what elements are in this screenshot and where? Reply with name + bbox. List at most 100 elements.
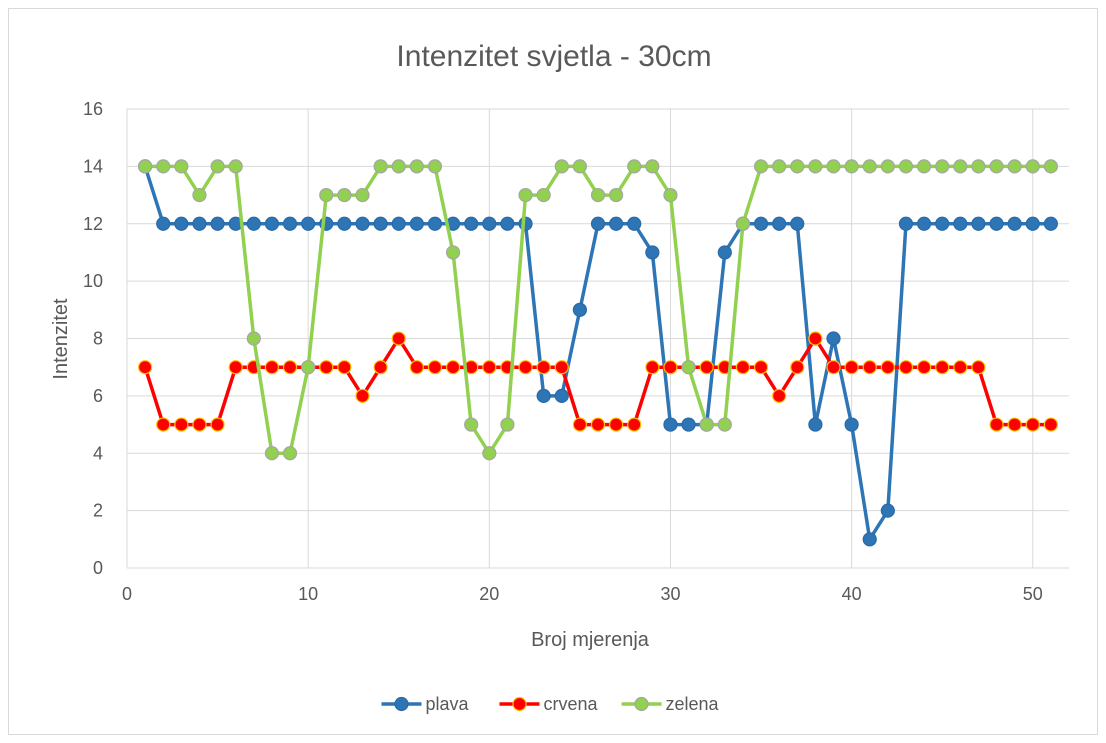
data-point-zelena (228, 159, 243, 174)
data-point-zelena (790, 159, 805, 174)
data-point-crvena (989, 417, 1004, 432)
data-point-zelena (609, 187, 624, 203)
data-point-crvena (772, 388, 787, 403)
data-point-zelena (482, 446, 497, 461)
data-point-plava (337, 216, 352, 231)
series-plava (138, 159, 1058, 547)
data-point-plava (554, 388, 569, 403)
data-point-plava (1025, 216, 1040, 231)
data-point-crvena (844, 360, 859, 375)
data-point-crvena (1043, 417, 1058, 432)
data-point-zelena (282, 446, 298, 461)
legend-marker (634, 696, 649, 712)
data-point-zelena (210, 159, 225, 174)
data-point-crvena (735, 360, 751, 375)
data-point-plava (409, 216, 424, 231)
data-point-crvena (210, 417, 225, 432)
data-point-zelena (1007, 159, 1022, 174)
y-tick-label: 2 (93, 501, 103, 521)
data-point-crvena (862, 360, 877, 375)
data-point-zelena (391, 159, 406, 174)
series-layer (138, 159, 1058, 547)
data-point-zelena (663, 187, 678, 203)
data-point-plava (156, 216, 171, 231)
data-point-crvena (445, 360, 461, 375)
data-point-zelena (681, 360, 696, 375)
data-point-plava (681, 417, 696, 432)
data-point-plava (953, 216, 968, 231)
data-point-zelena (953, 159, 968, 174)
data-point-plava (645, 245, 660, 260)
data-point-zelena (735, 216, 751, 231)
data-point-crvena (699, 360, 714, 375)
x-tick-label: 0 (122, 584, 132, 604)
legend-marker (512, 696, 527, 712)
data-point-zelena (880, 159, 895, 174)
data-point-zelena (246, 331, 261, 346)
data-point-crvena (536, 360, 551, 375)
data-point-crvena (482, 360, 497, 375)
data-point-crvena (826, 360, 841, 375)
line-chart: Intenzitet svjetla - 30cm 0246810121416 … (50, 40, 1069, 714)
data-point-crvena (228, 360, 243, 375)
data-point-plava (862, 532, 877, 547)
data-point-crvena (880, 360, 895, 375)
data-point-plava (790, 216, 805, 231)
data-point-crvena (337, 360, 352, 375)
chart-frame: Intenzitet svjetla - 30cm 0 2 4 6 8 10 12 14 16 … (8, 8, 1098, 735)
y-tick-label: 8 (93, 329, 103, 349)
x-tick-label: 40 (842, 584, 862, 604)
data-point-plava (916, 216, 932, 231)
data-point-zelena (971, 159, 986, 174)
data-point-plava (210, 216, 225, 231)
y-tick-labels: 0 2 4 6 8 10 12 14 16 (83, 99, 103, 578)
data-point-crvena (971, 360, 986, 375)
data-point-plava (663, 417, 678, 432)
series-line-zelena (145, 164, 1051, 455)
data-point-plava (808, 417, 823, 432)
data-point-zelena (536, 187, 551, 203)
data-point-plava (844, 417, 859, 432)
y-tick-label: 4 (93, 443, 103, 463)
data-point-crvena (808, 331, 823, 346)
data-point-plava (174, 216, 189, 231)
data-point-zelena (916, 159, 932, 174)
data-point-zelena (808, 159, 823, 174)
data-point-plava (500, 216, 515, 231)
data-point-zelena (355, 187, 370, 203)
data-point-zelena (409, 159, 424, 174)
data-point-plava (301, 216, 316, 231)
legend-item-plava: plava (381, 694, 470, 714)
x-tick-label: 50 (1023, 584, 1043, 604)
data-point-plava (427, 216, 443, 231)
x-axis-label: Broj mjerenja (531, 629, 650, 651)
data-point-plava (609, 216, 624, 231)
data-point-plava (355, 216, 370, 231)
data-point-plava (935, 216, 950, 231)
y-tick-label: 14 (83, 156, 103, 176)
data-point-crvena (753, 360, 769, 375)
data-point-zelena (717, 417, 732, 432)
data-point-plava (826, 331, 841, 346)
data-point-plava (264, 216, 280, 231)
data-point-zelena (1025, 159, 1040, 174)
data-point-plava (391, 216, 406, 231)
data-point-crvena (391, 331, 406, 346)
data-point-crvena (645, 360, 660, 375)
data-point-crvena (609, 417, 624, 432)
data-point-zelena (572, 159, 587, 174)
data-point-zelena (590, 187, 606, 203)
data-point-crvena (898, 360, 914, 375)
data-point-zelena (373, 159, 388, 174)
legend-item-zelena: zelena (621, 694, 720, 714)
x-tick-labels: 0 10 20 30 40 50 (122, 584, 1043, 604)
data-point-crvena (627, 417, 642, 432)
data-point-zelena (319, 187, 334, 203)
data-point-plava (753, 216, 769, 231)
data-point-zelena (264, 446, 280, 461)
data-point-zelena (844, 159, 859, 174)
data-point-zelena (935, 159, 950, 174)
series-zelena (138, 159, 1058, 461)
data-point-zelena (337, 187, 352, 203)
data-point-crvena (1007, 417, 1022, 432)
